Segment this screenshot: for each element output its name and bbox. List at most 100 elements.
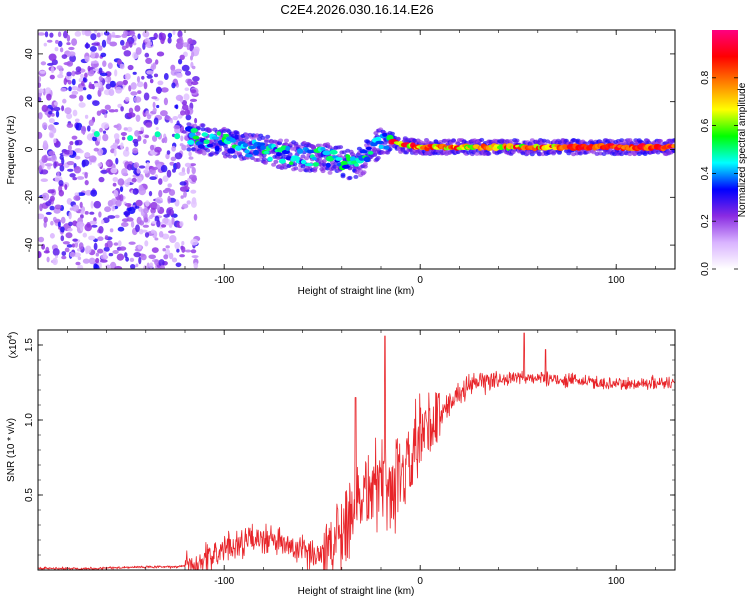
noise-blob (149, 144, 155, 151)
noise-blob (73, 166, 82, 174)
ridge-halo (278, 138, 284, 143)
noise-blob (122, 149, 130, 157)
noise-blob (78, 78, 83, 83)
noise-blob (44, 31, 49, 38)
noise-blob (88, 83, 95, 90)
noise-blob (57, 31, 62, 38)
noise-blob (69, 149, 74, 156)
noise-blob (53, 106, 61, 112)
noise-blob (131, 177, 137, 183)
noise-blob (53, 138, 57, 144)
noise-blob (71, 86, 79, 91)
noise-blob (74, 118, 80, 123)
noise-blob (43, 42, 47, 47)
ridge-halo (353, 174, 359, 179)
noise-blob (167, 183, 172, 188)
noise-blob (146, 70, 154, 75)
noise-blob (137, 135, 142, 142)
ridge-halo (244, 132, 249, 137)
noise-blob (54, 204, 62, 210)
snr-y-tick-label: 1.0 (24, 413, 35, 427)
noise-blob (41, 243, 45, 250)
ridge-blob (234, 134, 239, 140)
noise-blob (179, 143, 184, 147)
noise-blob (190, 249, 197, 254)
noise-blob (174, 241, 180, 250)
noise-blob (133, 42, 137, 46)
noise-blob (113, 242, 119, 246)
ridge-halo (205, 148, 211, 153)
noise-blob (84, 172, 88, 179)
noise-blob (170, 69, 178, 76)
noise-blob (102, 133, 109, 142)
noise-blob (112, 182, 117, 187)
noise-blob (38, 213, 45, 220)
noise-blob (40, 169, 49, 175)
noise-blob (115, 157, 119, 165)
noise-blob (110, 167, 118, 174)
spectrogram-y-tick-label: 40 (24, 48, 35, 60)
noise-blob (99, 127, 103, 133)
noise-blob (184, 249, 192, 253)
noise-blob (89, 46, 97, 52)
ridge-halo (318, 143, 324, 148)
noise-blob (101, 122, 110, 129)
noise-blob (181, 203, 189, 209)
noise-blob (180, 110, 186, 116)
noise-blob (178, 171, 186, 176)
noise-blob (77, 256, 82, 261)
noise-blob (69, 54, 76, 63)
noise-blob (93, 242, 98, 251)
noise-blob (72, 109, 78, 117)
noise-blob (135, 263, 139, 268)
noise-blob (128, 241, 136, 245)
noise-blob (41, 104, 48, 112)
ridge-blob (300, 159, 307, 165)
ridge-blob (341, 164, 350, 169)
ridge-halo (312, 168, 318, 173)
noise-blob (100, 109, 107, 114)
noise-blob (99, 259, 108, 263)
noise-blob (133, 162, 140, 169)
noise-blob (163, 254, 169, 260)
ridge-blob (365, 146, 372, 150)
noise-blob (166, 169, 172, 178)
noise-blob (76, 176, 85, 180)
spectrogram-ticks: -100 0 100 -40 -20 0 20 40 (24, 30, 675, 286)
ridge-blob (329, 149, 338, 155)
noise-blob (171, 216, 175, 225)
ridge-blob (211, 136, 220, 140)
noise-blob (41, 192, 50, 201)
noise-blob (120, 132, 127, 136)
noise-blob (119, 63, 125, 70)
ridge-halo (321, 159, 327, 164)
ridge-halo (655, 150, 661, 155)
noise-blob (161, 233, 170, 240)
noise-blob (88, 119, 94, 127)
spectrogram-x-tick-label: 0 (417, 275, 423, 286)
noise-blob (75, 261, 81, 266)
noise-blob (138, 165, 146, 169)
ridge-blob (382, 132, 388, 137)
noise-blob (123, 30, 128, 37)
noise-blob (148, 36, 157, 41)
noise-blob (152, 135, 158, 142)
noise-blob (167, 37, 172, 44)
ridge-halo (325, 142, 331, 147)
snr-x-tick-label: 0 (417, 576, 423, 587)
noise-blob (55, 255, 58, 259)
noise-blob (140, 253, 147, 261)
noise-blob (172, 168, 176, 173)
noise-blob (120, 106, 124, 112)
noise-blob (194, 117, 198, 124)
ridge-halo (389, 131, 395, 136)
ridge-halo (486, 151, 492, 156)
noise-blob (82, 159, 90, 167)
noise-blob (121, 136, 126, 141)
noise-blob (88, 257, 96, 265)
noise-blob (175, 104, 179, 110)
noise-blob (144, 134, 150, 139)
noise-blob (116, 123, 122, 131)
colorbar-tick-label: 0.2 (700, 214, 711, 228)
noise-blob (98, 45, 103, 51)
